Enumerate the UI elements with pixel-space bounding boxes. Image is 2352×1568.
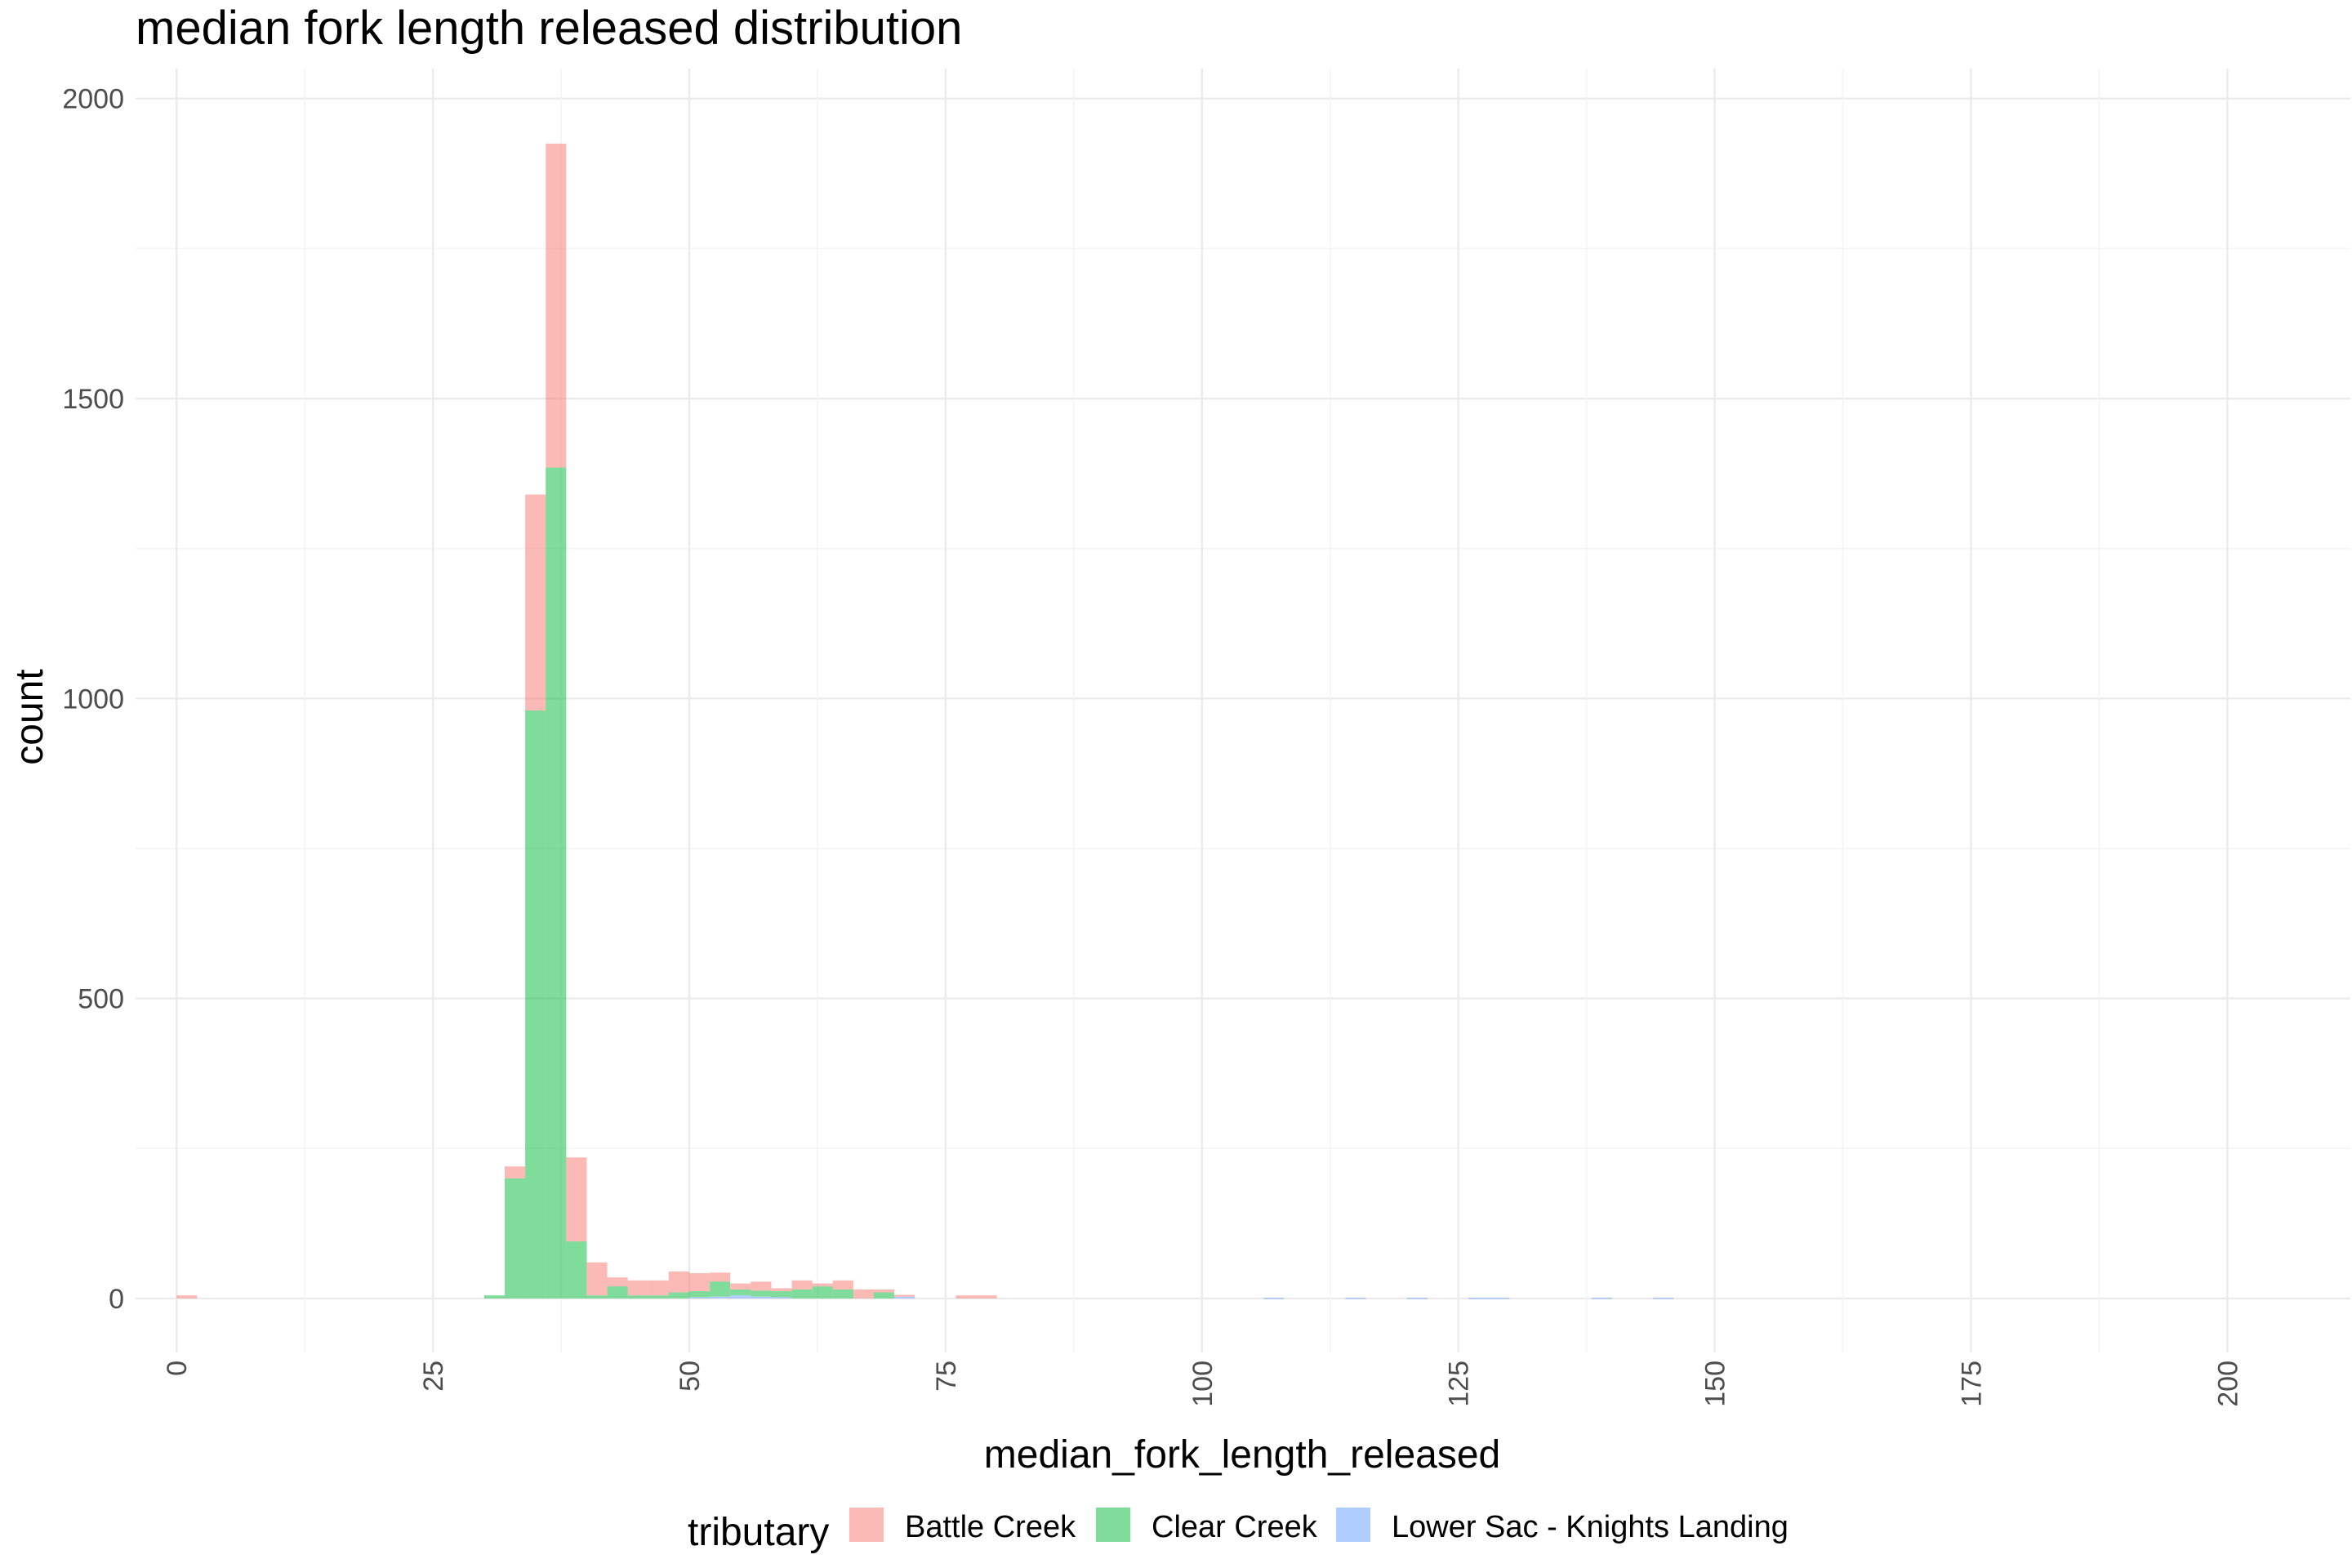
legend-label-battle-creek: Battle Creek [905, 1510, 1076, 1544]
bar-battle-creek [976, 1295, 997, 1298]
bar-lower-sac-knights-landing [1591, 1298, 1612, 1299]
x-tick-label: 150 [1700, 1361, 1731, 1407]
legend-key-battle-creek [849, 1508, 884, 1542]
legend-key-lower-sac-knights-landing [1336, 1508, 1370, 1542]
x-tick-label: 125 [1444, 1361, 1475, 1407]
bar-battle-creek [771, 1288, 792, 1292]
bar-battle-creek [956, 1295, 977, 1298]
bar-battle-creek [812, 1283, 833, 1287]
legend: tributary Battle Creek Clear Creek Lower S… [688, 1508, 1788, 1554]
bar-clear-creek [505, 1178, 526, 1298]
bar-clear-creek [586, 1295, 608, 1298]
bar-battle-creek [751, 1281, 772, 1291]
bar-clear-creek [751, 1290, 772, 1297]
histogram-bars [176, 143, 1674, 1299]
bar-battle-creek [853, 1289, 874, 1298]
bar-lower-sac-knights-landing [1263, 1298, 1285, 1299]
bar-clear-creek [874, 1292, 895, 1298]
y-axis-tick-labels: 0 500 1000 1500 2000 [62, 84, 124, 1315]
bar-lower-sac-knights-landing [1468, 1298, 1490, 1299]
legend-key-clear-creek [1096, 1508, 1130, 1542]
bar-clear-creek [689, 1291, 710, 1298]
bar-battle-creek [710, 1272, 731, 1282]
legend-items: Battle Creek Clear Creek Lower Sac - Knigh… [849, 1508, 1788, 1544]
x-tick-label: 25 [418, 1361, 449, 1392]
x-axis-tick-labels: 0 25 50 75 100 125 150 175 200 [162, 1361, 2243, 1407]
bar-clear-creek [791, 1289, 813, 1298]
chart-title: median fork length released distribution [136, 2, 962, 55]
bar-clear-creek [546, 467, 567, 1298]
x-tick-label: 175 [1956, 1361, 1987, 1407]
x-tick-label: 100 [1187, 1361, 1218, 1407]
bar-battle-creek [689, 1273, 710, 1292]
x-axis-title: median_fork_length_released [984, 1433, 1500, 1477]
bar-battle-creek [730, 1283, 751, 1290]
bar-clear-creek [483, 1295, 505, 1298]
legend-label-clear-creek: Clear Creek [1152, 1510, 1318, 1544]
x-tick-label: 200 [2212, 1361, 2243, 1407]
x-tick-label: 0 [162, 1361, 193, 1376]
bar-lower-sac-knights-landing [1406, 1298, 1428, 1299]
y-tick-label: 0 [109, 1284, 124, 1315]
bar-battle-creek [668, 1271, 689, 1293]
bar-battle-creek [566, 1157, 587, 1242]
bar-clear-creek [730, 1289, 751, 1296]
bar-clear-creek [668, 1292, 689, 1298]
bar-clear-creek [607, 1286, 628, 1298]
x-tick-label: 50 [675, 1361, 706, 1392]
y-tick-label: 1500 [62, 384, 124, 415]
bar-lower-sac-knights-landing [689, 1297, 710, 1298]
bar-battle-creek [176, 1295, 198, 1298]
bar-battle-creek [586, 1262, 608, 1296]
bar-battle-creek [505, 1166, 526, 1178]
bar-clear-creek [627, 1295, 648, 1298]
y-tick-label: 2000 [62, 84, 124, 115]
x-tick-label: 75 [931, 1361, 962, 1392]
y-tick-label: 500 [78, 984, 124, 1015]
bar-battle-creek [607, 1277, 628, 1287]
bar-battle-creek [832, 1280, 853, 1290]
bar-clear-creek [812, 1286, 833, 1298]
y-axis-title: count [8, 669, 51, 764]
y-tick-label: 1000 [62, 684, 124, 715]
bar-lower-sac-knights-landing [1345, 1298, 1366, 1299]
bar-clear-creek [525, 710, 546, 1298]
bar-battle-creek [894, 1294, 915, 1297]
bar-battle-creek [791, 1280, 813, 1290]
legend-label-lower-sac-knights-landing: Lower Sac - Knights Landing [1392, 1510, 1788, 1544]
bar-lower-sac-knights-landing [771, 1297, 792, 1298]
bar-clear-creek [710, 1281, 731, 1297]
bar-battle-creek [525, 494, 546, 710]
bar-battle-creek [874, 1289, 895, 1293]
bar-battle-creek [648, 1280, 669, 1296]
bar-clear-creek [566, 1241, 587, 1298]
bar-clear-creek [771, 1291, 792, 1298]
bar-lower-sac-knights-landing [710, 1296, 731, 1298]
bar-clear-creek [832, 1289, 853, 1298]
bar-lower-sac-knights-landing [1653, 1298, 1674, 1299]
bar-battle-creek [546, 143, 567, 468]
bar-lower-sac-knights-landing [894, 1296, 915, 1298]
bar-lower-sac-knights-landing [730, 1295, 751, 1298]
bar-battle-creek [627, 1280, 648, 1296]
bar-lower-sac-knights-landing [1489, 1298, 1510, 1299]
legend-title: tributary [688, 1511, 829, 1554]
bar-clear-creek [648, 1295, 669, 1298]
bar-lower-sac-knights-landing [751, 1296, 772, 1298]
